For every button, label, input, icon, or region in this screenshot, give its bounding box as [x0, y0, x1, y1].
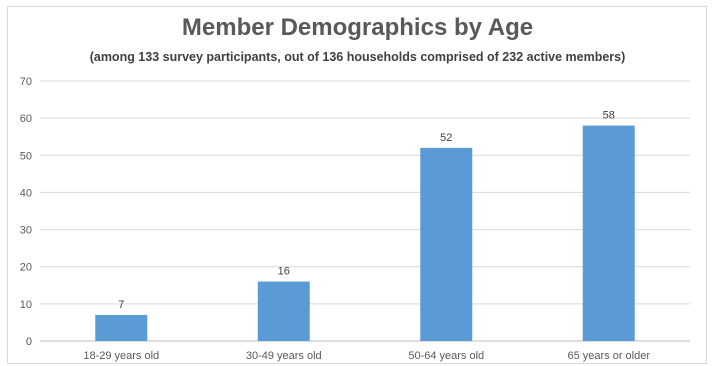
data-label: 58	[603, 110, 615, 122]
bar	[257, 281, 310, 341]
data-label: 52	[440, 132, 452, 144]
y-tick-label: 30	[20, 225, 32, 237]
chart-subtitle: (among 133 survey participants, out of 1…	[89, 50, 626, 64]
y-tick-label: 50	[20, 150, 32, 162]
data-label: 7	[118, 299, 124, 311]
y-tick-label: 10	[20, 299, 32, 311]
y-tick-label: 60	[20, 113, 32, 125]
chart-title: Member Demographics by Age	[181, 14, 534, 41]
bar	[420, 147, 473, 341]
y-tick-label: 70	[20, 76, 32, 88]
data-label: 16	[278, 266, 290, 278]
bar	[582, 125, 635, 341]
y-tick-label: 40	[20, 187, 32, 199]
y-tick-label: 0	[26, 336, 32, 348]
x-tick-label: 50-64 years old	[408, 350, 484, 362]
y-tick-label: 20	[20, 262, 32, 274]
x-tick-label: 18-29 years old	[83, 350, 159, 362]
bar	[95, 315, 148, 341]
x-tick-label: 65 years or older	[567, 350, 650, 362]
x-tick-label: 30-49 years old	[246, 350, 322, 362]
